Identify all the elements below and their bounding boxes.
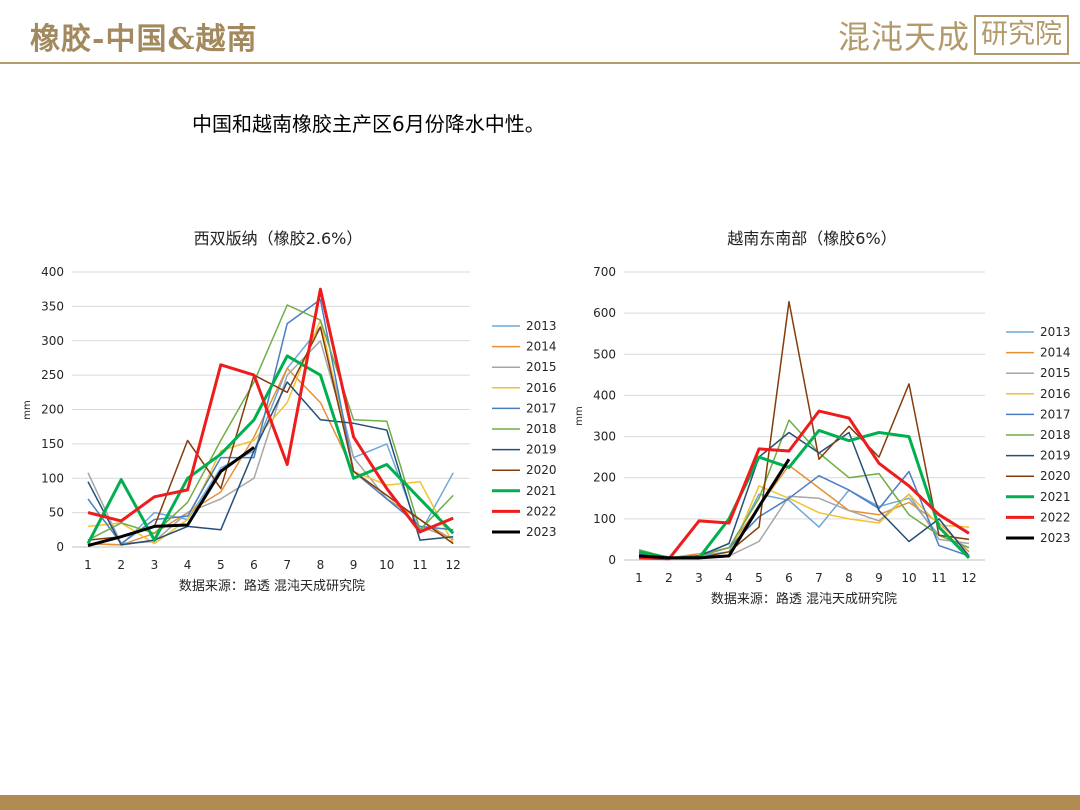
series-line-2015 <box>87 340 454 545</box>
x-tick-label: 12 <box>446 558 461 572</box>
x-tick-label: 6 <box>250 558 258 572</box>
x-tick-label: 1 <box>84 558 92 572</box>
legend-label: 2015 <box>526 360 557 374</box>
legend-label: 2020 <box>526 463 557 477</box>
x-tick-label: 10 <box>901 571 916 585</box>
series-line-2014 <box>638 464 970 559</box>
legend-label: 2016 <box>526 381 557 395</box>
x-tick-label: 4 <box>184 558 192 572</box>
series-line-2020 <box>638 300 970 559</box>
series-line-2023 <box>87 446 255 548</box>
y-tick-label: 400 <box>593 388 616 402</box>
series-line-2020 <box>87 326 454 545</box>
y-tick-label: 50 <box>49 506 64 520</box>
legend-label: 2021 <box>526 484 557 498</box>
x-tick-label: 5 <box>755 571 763 585</box>
slide-subtitle: 中国和越南橡胶主产区6月份降水中性。 <box>192 112 545 136</box>
page-title: 橡胶-中国&越南 <box>30 22 258 57</box>
legend-label: 2018 <box>1040 428 1071 442</box>
y-tick-label: 100 <box>41 471 64 485</box>
y-axis-label: mm <box>22 400 33 419</box>
legend-label: 2017 <box>1040 407 1071 421</box>
x-tick-label: 2 <box>665 571 673 585</box>
legend-label: 2021 <box>1040 490 1071 504</box>
legend-label: 2013 <box>526 319 557 333</box>
x-tick-label: 9 <box>350 558 358 572</box>
x-tick-label: 2 <box>117 558 125 572</box>
y-tick-label: 400 <box>41 265 64 279</box>
x-tick-label: 5 <box>217 558 225 572</box>
y-tick-label: 700 <box>593 265 616 279</box>
chart-title: 西双版纳（橡胶2.6%） <box>194 229 363 248</box>
footer-bar <box>0 795 1080 810</box>
series-line-2013 <box>87 326 454 546</box>
legend-label: 2019 <box>526 443 557 457</box>
brand-logo: 混沌天成 研究院 <box>838 14 1070 56</box>
y-tick-label: 200 <box>593 471 616 485</box>
y-tick-label: 200 <box>41 403 64 417</box>
y-tick-label: 600 <box>593 306 616 320</box>
x-tick-label: 12 <box>961 571 976 585</box>
chart-title: 越南东南部（橡胶6%） <box>727 229 896 248</box>
series-line-2017 <box>638 470 970 559</box>
legend-label: 2017 <box>526 401 557 415</box>
legend-label: 2022 <box>1040 510 1071 524</box>
x-tick-label: 7 <box>283 558 291 572</box>
legend-label: 2019 <box>1040 449 1071 463</box>
legend-label: 2014 <box>1040 346 1071 360</box>
legend-label: 2014 <box>526 340 557 354</box>
series-line-2022 <box>87 287 454 534</box>
x-tick-label: 6 <box>785 571 793 585</box>
y-tick-label: 250 <box>41 368 64 382</box>
y-tick-label: 500 <box>593 347 616 361</box>
series-line-2023 <box>638 458 791 560</box>
x-tick-label: 8 <box>317 558 325 572</box>
x-tick-label: 3 <box>695 571 703 585</box>
source-note: 数据来源：路透 混沌天成研究院 <box>711 591 897 607</box>
y-tick-label: 350 <box>41 299 64 313</box>
header-divider <box>0 62 1080 64</box>
y-tick-label: 300 <box>593 430 616 444</box>
series-line-2014 <box>87 367 454 546</box>
legend-label: 2016 <box>1040 387 1071 401</box>
series-line-2013 <box>638 489 970 559</box>
series-line-2019 <box>87 381 454 546</box>
x-tick-label: 8 <box>845 571 853 585</box>
source-note: 数据来源：路透 混沌天成研究院 <box>179 578 365 594</box>
x-tick-label: 1 <box>635 571 643 585</box>
legend-label: 2018 <box>526 422 557 436</box>
series-line-2022 <box>638 409 970 561</box>
x-tick-label: 4 <box>725 571 733 585</box>
y-tick-label: 300 <box>41 334 64 348</box>
legend-label: 2023 <box>1040 531 1071 545</box>
series-line-2016 <box>638 485 970 560</box>
series-line-2018 <box>638 419 970 559</box>
legend-label: 2020 <box>1040 469 1071 483</box>
series-line-2017 <box>87 298 454 545</box>
series-line-2019 <box>638 431 970 559</box>
legend-label: 2015 <box>1040 366 1071 380</box>
x-tick-label: 10 <box>379 558 394 572</box>
x-tick-label: 3 <box>151 558 159 572</box>
series-line-2016 <box>87 319 454 545</box>
logo-box-text: 研究院 <box>974 15 1070 55</box>
legend-label: 2013 <box>1040 325 1071 339</box>
y-axis-label: mm <box>574 406 585 425</box>
series-line-2021 <box>638 428 971 560</box>
x-tick-label: 11 <box>931 571 946 585</box>
y-tick-label: 100 <box>593 512 616 526</box>
series-line-2021 <box>86 354 455 545</box>
series-line-2015 <box>638 493 970 559</box>
legend-label: 2022 <box>526 504 557 518</box>
x-tick-label: 11 <box>412 558 427 572</box>
legend-label: 2023 <box>526 525 557 539</box>
y-tick-label: 0 <box>608 553 616 567</box>
y-tick-label: 150 <box>41 437 64 451</box>
x-tick-label: 9 <box>875 571 883 585</box>
y-tick-label: 0 <box>56 540 64 554</box>
series-line-2018 <box>87 304 454 541</box>
x-tick-label: 7 <box>815 571 823 585</box>
logo-text: 混沌天成 <box>838 18 971 56</box>
